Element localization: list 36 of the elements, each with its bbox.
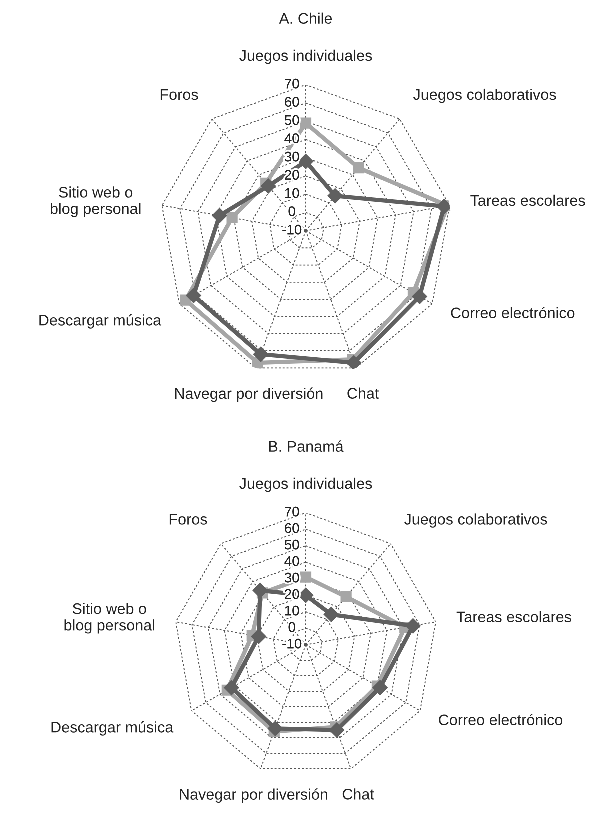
y-tick-label: 50 <box>284 115 300 126</box>
spoke-label: Navegar por diversión <box>180 788 328 804</box>
y-tick-label: -10 <box>282 638 302 649</box>
y-tick-label: 30 <box>284 152 300 162</box>
spoke-label: Foros <box>160 90 198 100</box>
chart-title: B. Panamá <box>269 440 344 452</box>
y-tick-label: 70 <box>285 506 300 517</box>
spoke-label: Juegos colaborativos <box>404 514 548 528</box>
spoke-label: Chat <box>342 788 374 800</box>
y-tick-label: 30 <box>284 572 300 583</box>
spoke-label: Descargar música <box>52 721 174 736</box>
spoke-label: Tareas escolares <box>456 611 572 623</box>
y-tick-label: 60 <box>285 523 300 534</box>
y-tick-label: -10 <box>282 224 302 235</box>
y-tick-label: 60 <box>285 97 300 107</box>
spoke-label: Juegos colaborativos <box>413 88 556 104</box>
y-tick-label: 40 <box>284 134 300 144</box>
spoke-label: Correo electrónico <box>439 714 563 726</box>
y-tick-label: 0 <box>288 622 296 632</box>
spoke-label: Sitio web o blog personal <box>50 186 141 218</box>
spoke-label: Juegos individuales <box>240 50 372 64</box>
spoke-label: Foros <box>170 514 208 525</box>
y-tick-label: 0 <box>288 206 296 216</box>
y-tick-label: 10 <box>285 606 300 616</box>
y-tick-label: 70 <box>285 78 300 89</box>
chart-title: A. Chile <box>279 12 332 24</box>
y-tick-label: 50 <box>284 540 300 550</box>
y-tick-label: 40 <box>284 556 300 566</box>
spoke-label: Tareas escolares <box>470 194 586 206</box>
spoke-label: Navegar por diversión <box>175 388 323 402</box>
spoke-label: Chat <box>348 388 380 399</box>
spoke-label: Correo electrónico <box>451 307 575 319</box>
spoke-label: Sitio web o blog personal <box>64 603 154 634</box>
spoke-label: Descargar música <box>40 314 162 329</box>
spoke-label: Juegos individuales <box>240 478 372 492</box>
y-tick-label: 10 <box>285 188 300 198</box>
